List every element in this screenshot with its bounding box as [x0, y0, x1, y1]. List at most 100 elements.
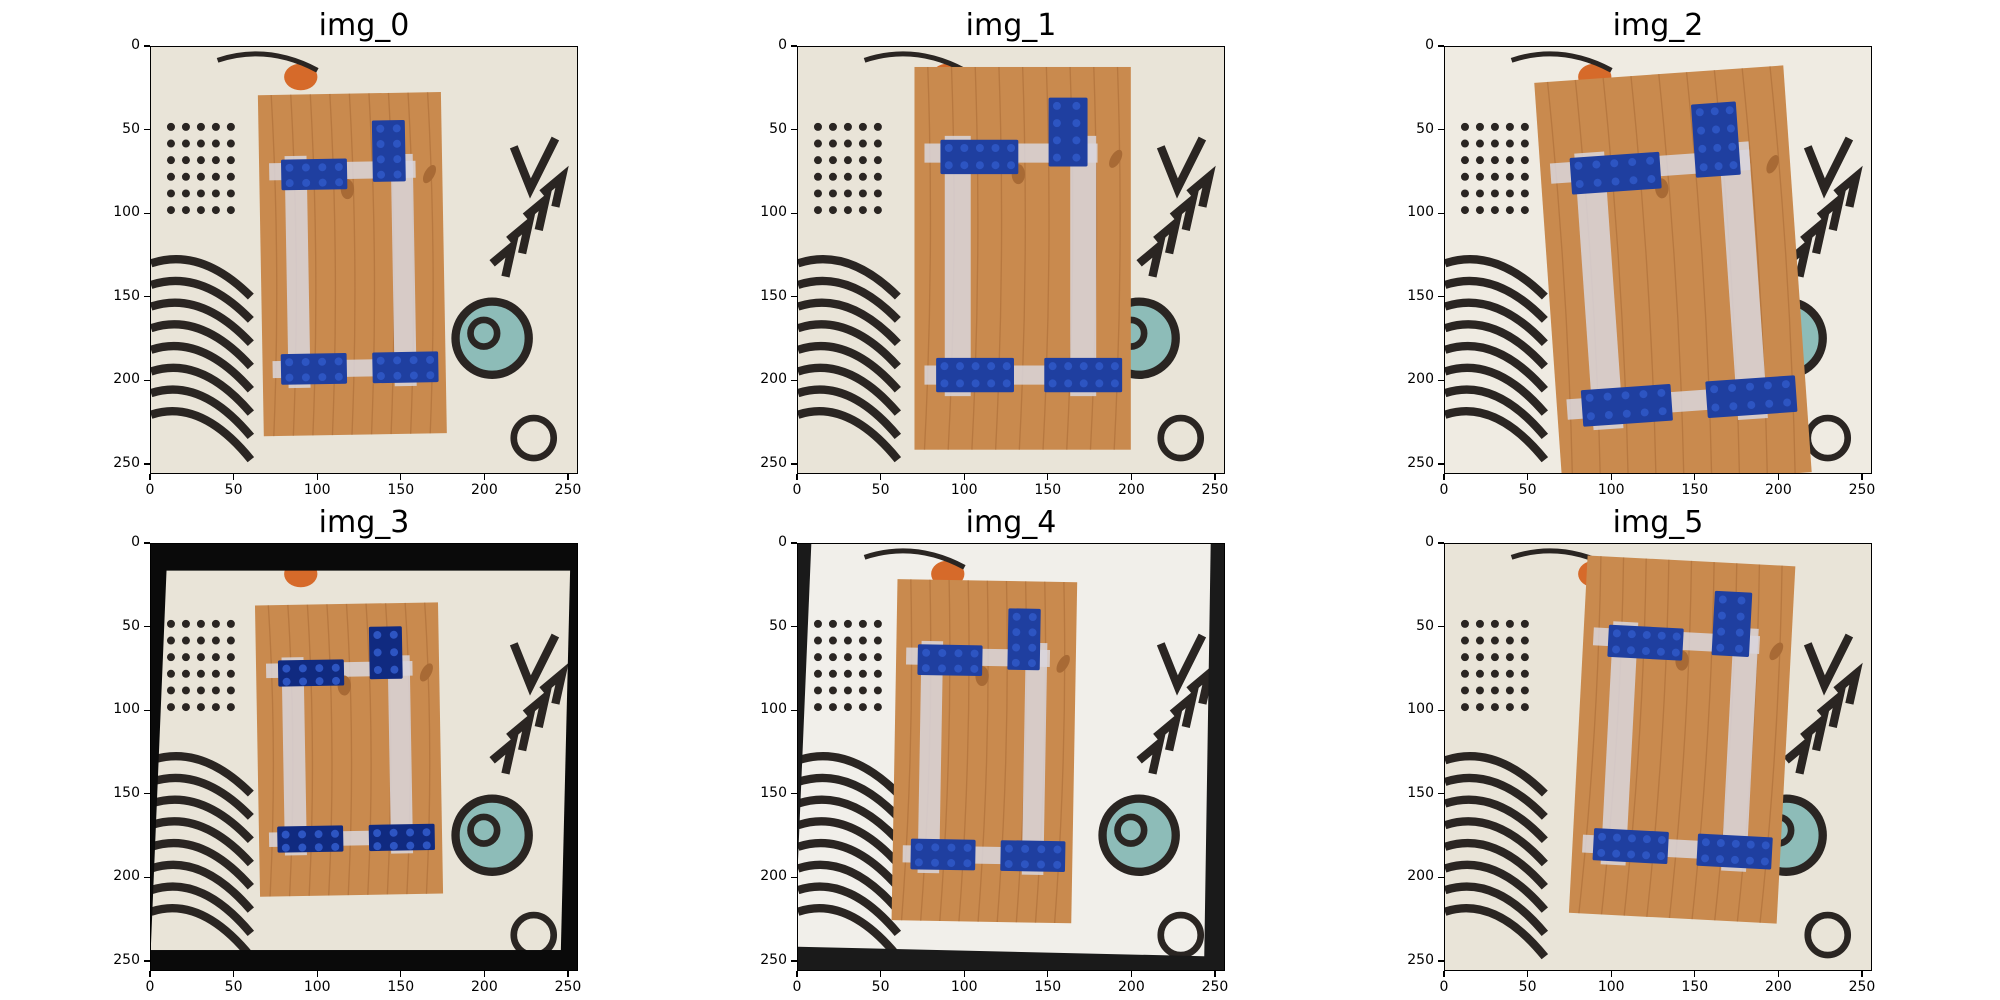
x-tick-label: 50 [871, 979, 890, 995]
y-tick-mark [791, 212, 797, 214]
x-tick-label: 150 [387, 979, 415, 995]
x-tick-mark [1861, 971, 1863, 977]
panel-title: img_2 [1612, 8, 1704, 43]
x-tick-label: 100 [1597, 482, 1625, 498]
y-tick-label: 250 [760, 454, 787, 471]
y-tick-label: 150 [1407, 287, 1434, 304]
y-tick-label: 50 [769, 617, 787, 634]
photo-image [151, 544, 577, 970]
x-tick-mark [1047, 474, 1049, 480]
y-tick-mark [1438, 876, 1444, 878]
x-tick-mark [963, 474, 965, 480]
y-tick-mark [144, 212, 150, 214]
x-tick-mark [483, 971, 485, 977]
x-tick-mark [1526, 474, 1529, 480]
y-tick-mark [1438, 296, 1444, 298]
y-tick-mark [791, 625, 797, 628]
y-tick-mark [144, 45, 150, 47]
y-tick-mark [144, 876, 150, 878]
y-tick-label: 150 [113, 784, 140, 801]
x-tick-label: 50 [224, 482, 243, 498]
y-tick-label: 0 [131, 534, 140, 550]
panel-title: img_4 [965, 505, 1057, 540]
y-tick-mark [144, 960, 150, 962]
image-axes [150, 46, 578, 474]
y-tick-mark [144, 463, 150, 465]
y-tick-mark [1438, 128, 1444, 131]
panel-title: img_5 [1612, 505, 1704, 540]
y-tick-label: 50 [1416, 120, 1434, 137]
image-axes [1444, 543, 1872, 971]
x-tick-label: 200 [1765, 482, 1792, 498]
y-tick-mark [791, 463, 797, 465]
y-tick-mark [791, 960, 797, 962]
panel-title: img_0 [318, 8, 410, 43]
photo-image [1445, 47, 1871, 473]
x-tick-label: 150 [387, 482, 415, 498]
x-tick-label: 200 [1765, 979, 1792, 995]
x-tick-label: 250 [1848, 482, 1876, 498]
y-tick-label: 0 [1425, 37, 1434, 53]
y-tick-label: 200 [113, 868, 140, 885]
y-tick-mark [1438, 212, 1444, 214]
y-tick-label: 250 [113, 454, 140, 471]
x-tick-label: 150 [1681, 482, 1709, 498]
y-tick-mark [1438, 960, 1444, 962]
x-tick-label: 50 [871, 482, 890, 498]
x-tick-mark [232, 971, 235, 977]
y-tick-mark [1438, 625, 1444, 628]
x-tick-label: 250 [554, 482, 582, 498]
y-tick-mark [144, 625, 150, 628]
y-tick-label: 200 [1407, 868, 1434, 885]
x-tick-label: 200 [1118, 482, 1145, 498]
x-tick-label: 250 [1201, 482, 1229, 498]
y-tick-mark [1438, 709, 1444, 711]
x-tick-mark [1610, 474, 1612, 480]
x-tick-mark [796, 474, 798, 480]
x-tick-mark [149, 971, 151, 977]
x-tick-mark [316, 971, 318, 977]
x-tick-mark [400, 971, 402, 977]
y-tick-mark [1438, 542, 1444, 544]
y-tick-mark [791, 876, 797, 878]
y-tick-label: 150 [760, 287, 787, 304]
x-tick-mark [1526, 971, 1529, 977]
panel-title: img_3 [318, 505, 410, 540]
y-tick-label: 100 [113, 701, 140, 718]
x-tick-label: 100 [950, 979, 978, 995]
x-tick-mark [879, 971, 882, 977]
x-tick-mark [879, 474, 882, 480]
x-tick-label: 150 [1034, 979, 1062, 995]
y-tick-label: 100 [1407, 204, 1434, 221]
y-tick-label: 50 [769, 120, 787, 137]
y-tick-mark [144, 542, 150, 544]
x-tick-mark [1130, 474, 1132, 480]
y-tick-label: 0 [778, 37, 787, 53]
x-tick-label: 100 [303, 979, 331, 995]
x-tick-mark [1443, 474, 1445, 480]
y-tick-mark [1438, 793, 1444, 795]
x-tick-mark [149, 474, 151, 480]
y-tick-mark [791, 793, 797, 795]
x-tick-mark [1610, 971, 1612, 977]
y-tick-mark [791, 709, 797, 711]
x-tick-label: 0 [145, 979, 155, 995]
y-tick-label: 0 [778, 534, 787, 550]
y-tick-mark [1438, 463, 1444, 465]
y-tick-label: 250 [1407, 454, 1434, 471]
x-tick-label: 100 [1597, 979, 1625, 995]
x-tick-label: 200 [1118, 979, 1145, 995]
x-tick-mark [232, 474, 235, 480]
x-tick-label: 250 [1848, 979, 1876, 995]
y-tick-mark [791, 379, 797, 381]
y-tick-label: 0 [131, 37, 140, 53]
y-tick-label: 100 [1407, 701, 1434, 718]
y-tick-mark [791, 542, 797, 544]
x-tick-label: 0 [792, 979, 802, 995]
y-tick-label: 50 [122, 120, 140, 137]
x-tick-mark [963, 971, 965, 977]
x-tick-mark [1694, 474, 1696, 480]
y-tick-label: 200 [1407, 371, 1434, 388]
y-tick-label: 150 [1407, 784, 1434, 801]
x-tick-mark [483, 474, 485, 480]
